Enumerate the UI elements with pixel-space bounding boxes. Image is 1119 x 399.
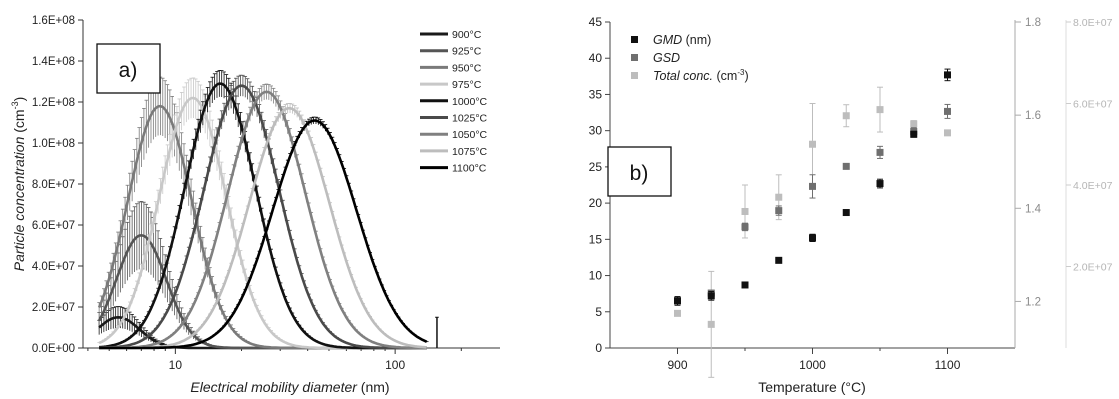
legend-label: 1000°C (452, 96, 488, 108)
panel-a: 0.0E+00 2.0E+07 4.0E+07 6.0E+07 8.0E+07 1.0E+… (10, 15, 500, 395)
panel-label-box (96, 43, 161, 94)
legend-label: GSD (653, 51, 680, 65)
x-tick-label: 1100 (935, 358, 961, 372)
panel-label: a) (119, 59, 138, 82)
data-point (741, 223, 749, 231)
y-axis-right1-ticks: 1.2 1.4 1.6 1.8 (1015, 17, 1042, 308)
panel-b: 0 5 10 15 20 25 30 35 40 45 900 1000 1100 1.2 1.4 1.6… (589, 15, 1113, 395)
data-point (842, 162, 850, 170)
data-points (674, 68, 951, 378)
y-tick-label: 30 (589, 124, 603, 138)
series-line (99, 90, 427, 350)
data-point (910, 120, 918, 128)
x-tick-label: 1000 (799, 358, 826, 372)
series-line (99, 84, 427, 350)
data-point (809, 140, 816, 148)
y-tick-label: 40 (589, 51, 603, 65)
y-axis-label: Particle concentration (cm-3) (10, 97, 27, 272)
y-tick-label: 1.6E+08 (32, 15, 75, 27)
data-point (809, 182, 816, 190)
legend-marker (631, 54, 638, 61)
data-point (842, 112, 850, 120)
y-tick-label: 2.0E+07 (1073, 262, 1113, 274)
y-axis-ticks: 0.0E+00 2.0E+07 4.0E+07 6.0E+07 8.0E+07 1.0E+… (32, 15, 83, 355)
y-tick-label: 4.0E+07 (32, 261, 75, 273)
y-tick-label: 8.0E+07 (1073, 17, 1113, 29)
legend-label: 1100°C (452, 163, 487, 175)
y-tick-label: 6.0E+07 (1073, 99, 1113, 111)
y-tick-label: 45 (589, 15, 603, 29)
x-axis-ticks: 900 1000 1100 (667, 348, 961, 372)
legend-label: 900°C (452, 29, 482, 41)
data-point (944, 71, 951, 79)
legend-label: GMD (nm) (653, 33, 711, 47)
x-tick-label: 10 (169, 358, 183, 372)
data-point (707, 292, 715, 300)
panel-label: b) (630, 162, 649, 185)
series-lines (97, 82, 428, 350)
data-point (707, 320, 715, 328)
data-point (876, 148, 884, 156)
x-axis-label: Temperature (°C) (758, 379, 866, 395)
y-tick-label: 8.0E+07 (32, 179, 75, 191)
data-point (910, 130, 918, 138)
legend-label: 975°C (452, 79, 482, 91)
end-artifacts (435, 316, 439, 348)
y-tick-label: 5 (595, 305, 602, 319)
data-point (944, 129, 951, 137)
data-point (741, 281, 749, 289)
error-bars (97, 70, 429, 348)
data-point (741, 207, 749, 215)
y-axis-left-ticks: 0 5 10 15 20 25 30 35 40 45 (589, 15, 610, 355)
y-tick-label: 4.0E+07 (1073, 180, 1113, 192)
y-tick-label: 15 (589, 232, 603, 246)
data-point (876, 106, 884, 114)
panel-label-box (607, 146, 672, 197)
y-tick-label: 6.0E+07 (32, 220, 75, 232)
data-point (944, 107, 951, 115)
y-tick-label: 25 (589, 160, 603, 174)
legend-label: 925°C (452, 46, 482, 58)
y-tick-label: 1.4E+08 (32, 56, 75, 68)
y-tick-label: 20 (589, 196, 603, 210)
y-tick-label: 1.6 (1025, 110, 1041, 122)
legend-label: 1075°C (452, 146, 488, 158)
data-point (775, 256, 783, 264)
series-line (99, 119, 428, 350)
x-tick-label: 900 (667, 358, 687, 372)
data-point (876, 180, 884, 188)
y-tick-label: 1.4 (1025, 203, 1042, 215)
data-point (674, 297, 681, 305)
x-tick-label: 100 (385, 358, 405, 372)
y-tick-label: 0.0E+00 (32, 343, 75, 355)
legend-label: 1050°C (452, 129, 488, 141)
y-tick-label: 1.8 (1025, 17, 1041, 29)
data-point (775, 193, 783, 201)
legend-label: 1025°C (452, 113, 488, 125)
x-axis-ticks: 10 100 (87, 348, 462, 372)
y-tick-label: 1.2 (1025, 296, 1041, 308)
legend-label: Total conc. (cm-3) (653, 68, 749, 83)
data-point (775, 207, 783, 215)
legend: 900°C 925°C 950°C 975°C 1000°C 1025°C 1050°C 10… (420, 29, 488, 175)
data-point (809, 234, 816, 242)
y-axis-right2-ticks: 2.0E+07 4.0E+07 6.0E+07 8.0E+07 (1066, 17, 1113, 274)
data-point (842, 209, 850, 217)
legend-label: 950°C (452, 62, 482, 74)
y-tick-label: 0 (595, 341, 602, 355)
y-tick-label: 2.0E+07 (32, 302, 75, 314)
legend: GMD (nm) GSD Total conc. (cm-3) (631, 33, 749, 83)
legend-marker (631, 72, 638, 79)
data-point (674, 309, 681, 317)
y-tick-label: 10 (589, 269, 603, 283)
y-tick-label: 35 (589, 87, 603, 101)
y-tick-label: 1.0E+08 (32, 138, 75, 150)
y-tick-label: 1.2E+08 (32, 97, 75, 109)
legend-marker (631, 36, 638, 43)
x-axis-label: Electrical mobility diameter (nm) (190, 379, 389, 395)
